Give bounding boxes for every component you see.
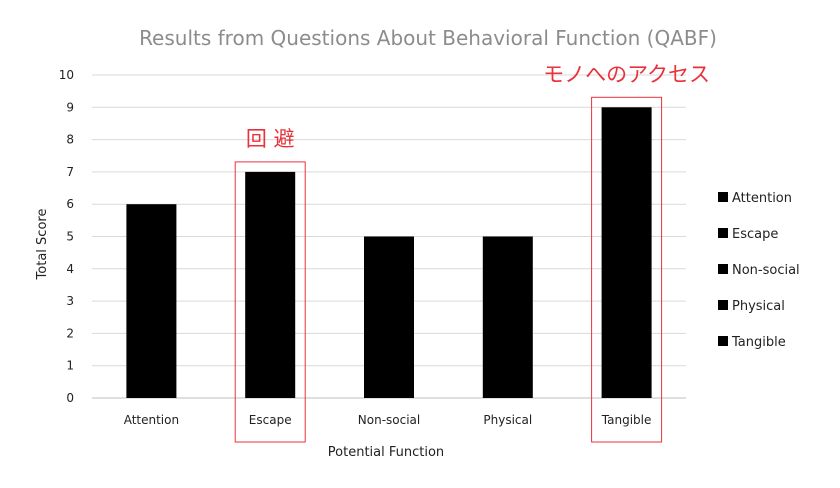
legend-label: Physical <box>732 299 785 314</box>
x-tick-label: Physical <box>483 413 532 427</box>
annotation-label: 回 避 <box>246 127 295 151</box>
y-axis-title: Total Score <box>35 209 50 281</box>
legend-label: Tangible <box>731 335 786 350</box>
bars <box>126 107 652 399</box>
legend-swatch <box>718 336 728 346</box>
x-axis-title: Potential Function <box>328 445 444 460</box>
bar-non-social <box>364 236 414 398</box>
legend-swatch <box>718 300 728 310</box>
x-tick-label: Escape <box>249 413 292 427</box>
y-tick-label: 1 <box>66 359 74 373</box>
y-tick-label: 4 <box>66 262 74 276</box>
y-tick-label: 8 <box>66 133 74 147</box>
legend-label: Non-social <box>732 263 800 278</box>
legend: Attention Escape Non-social Physical Tangibl… <box>718 191 800 350</box>
legend-label: Attention <box>732 191 792 206</box>
legend-swatch <box>718 228 728 238</box>
chart-title: Results from Questions About Behavioral … <box>139 26 717 50</box>
y-tick-label: 6 <box>66 197 74 211</box>
legend-swatch <box>718 192 728 202</box>
x-tick-label: Non-social <box>358 413 420 427</box>
y-tick-label: 0 <box>66 391 74 405</box>
y-tick-label: 2 <box>66 326 74 340</box>
bar-escape <box>245 171 296 398</box>
bar-attention <box>126 204 177 398</box>
annotations: 回 避 モノへのアクセス <box>234 62 710 443</box>
y-axis-ticks: 0 1 2 3 4 5 6 7 8 9 10 <box>59 68 74 405</box>
annotation-label: モノへのアクセス <box>543 62 710 86</box>
y-tick-label: 7 <box>66 165 74 179</box>
bar-tangible <box>601 107 652 399</box>
y-tick-label: 3 <box>66 294 74 308</box>
legend-swatch <box>718 264 728 274</box>
highlight-box <box>591 96 663 443</box>
bar-physical <box>482 236 533 398</box>
x-tick-label: Attention <box>124 413 179 427</box>
y-tick-label: 5 <box>66 230 74 244</box>
highlight-box <box>234 161 306 443</box>
x-tick-label: Tangible <box>601 413 652 427</box>
x-axis-ticks: Attention Escape Non-social Physical Tangibl… <box>124 413 652 427</box>
legend-label: Escape <box>732 227 778 242</box>
y-tick-label: 10 <box>59 68 74 82</box>
y-tick-label: 9 <box>66 100 74 114</box>
